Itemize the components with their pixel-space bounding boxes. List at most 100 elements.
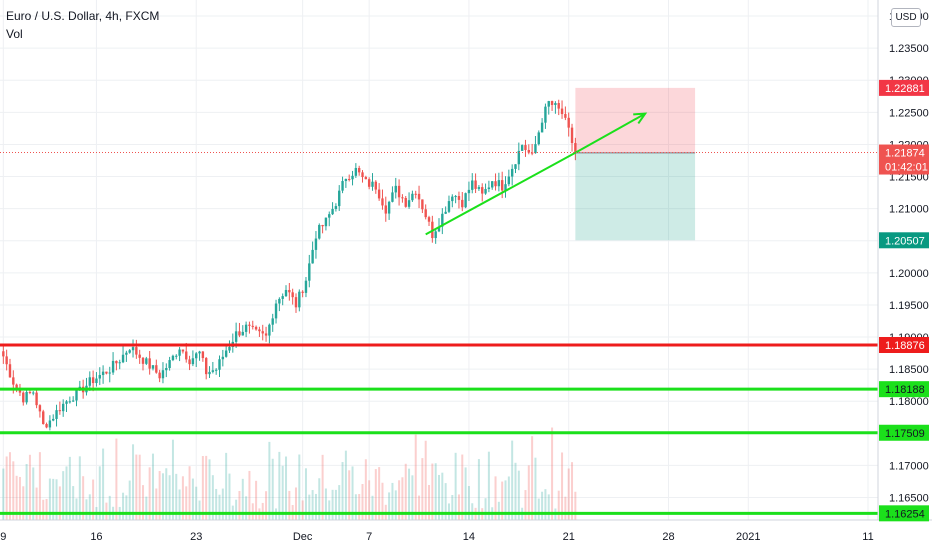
candle-body [414,193,417,195]
y-tick-label: 1.17000 [889,460,929,472]
candle-body [547,101,550,107]
volume-bar [534,457,537,520]
candle [175,354,178,360]
volume-bar [42,499,45,520]
candle [8,358,12,378]
arrow-line [574,112,646,154]
candle [367,177,371,190]
candle-body [238,331,241,336]
x-tick-label: 28 [662,531,674,543]
volume-bar [314,493,317,520]
volume-bar [494,476,497,520]
candle-body [348,178,351,180]
candle-body [95,378,98,384]
volume-bar [195,486,198,520]
candle-body [474,180,477,189]
candle-body [8,364,12,378]
candle [5,349,8,371]
candle [68,396,72,404]
volume-bar [22,486,25,520]
candle-body [397,185,401,198]
candle-body [281,296,284,299]
volume-bar [191,478,194,520]
candle-body [574,143,577,153]
x-tick-label: 16 [90,531,102,543]
candle [414,190,417,199]
candle [567,112,570,137]
x-tick-label: 14 [463,531,475,543]
candle-body [191,358,195,365]
candle [65,400,68,413]
candle [228,340,231,353]
candle [211,361,215,374]
volume-indicator-label[interactable]: Vol [6,27,23,41]
volume-bar [537,498,540,520]
candle [404,195,407,208]
candle-body [198,351,201,354]
bar-countdown: 01:42:01 [885,162,928,174]
volume-bar [261,502,264,520]
candle [377,183,381,201]
currency-button[interactable]: USD [891,8,921,27]
candle [371,173,374,191]
candle [314,231,318,259]
candle-body [61,403,65,412]
candle [95,372,98,387]
volume-bar [348,470,351,520]
candle-body [544,106,547,123]
candle-body [367,179,371,187]
candle [71,396,75,402]
candle [45,422,48,429]
candle-body [88,377,91,386]
candle [105,371,108,375]
volume-bar [201,456,204,520]
volume-bar [18,476,21,520]
candle-body [135,347,138,355]
candle-body [234,331,238,342]
candle-body [550,101,554,105]
candle-body [328,214,331,218]
candle-body [22,392,25,403]
candle-body [537,132,540,145]
candle-body [417,193,421,200]
candle-body [567,117,570,128]
candle [138,349,141,364]
candle [570,123,574,152]
volume-bar [5,456,8,520]
candle [52,414,55,422]
candle-body [467,189,471,194]
volume-bar [178,489,181,520]
volume-bar [98,466,101,520]
candle-body [354,167,358,176]
candle [504,176,507,198]
candle [224,344,228,358]
level-price-badge: 1.18876 [879,336,929,353]
level-price-badge-text: 1.18188 [885,384,925,396]
candle [218,355,221,377]
volume-bar [321,454,324,520]
volume-bar [238,490,241,520]
candle-body [175,355,178,357]
candle [351,170,354,186]
candle-body [554,103,557,105]
candle [540,118,544,133]
volume-bar [361,484,364,520]
candle-body [288,289,291,293]
volume-bar [138,454,141,520]
volume-bar [298,454,301,520]
candle [517,142,521,171]
volume-bar [434,463,437,520]
candle-body [497,180,501,187]
candle-body [334,206,338,209]
volume-bar [381,482,384,520]
candle-body [201,351,205,359]
candle-body [121,354,125,363]
y-tick-label: 1.19500 [889,300,929,312]
volume-bar [294,487,297,520]
volume-bar [501,481,504,520]
candle-body [507,176,511,185]
candle-body [178,349,181,356]
candle [530,143,534,156]
candle-body [71,400,75,402]
